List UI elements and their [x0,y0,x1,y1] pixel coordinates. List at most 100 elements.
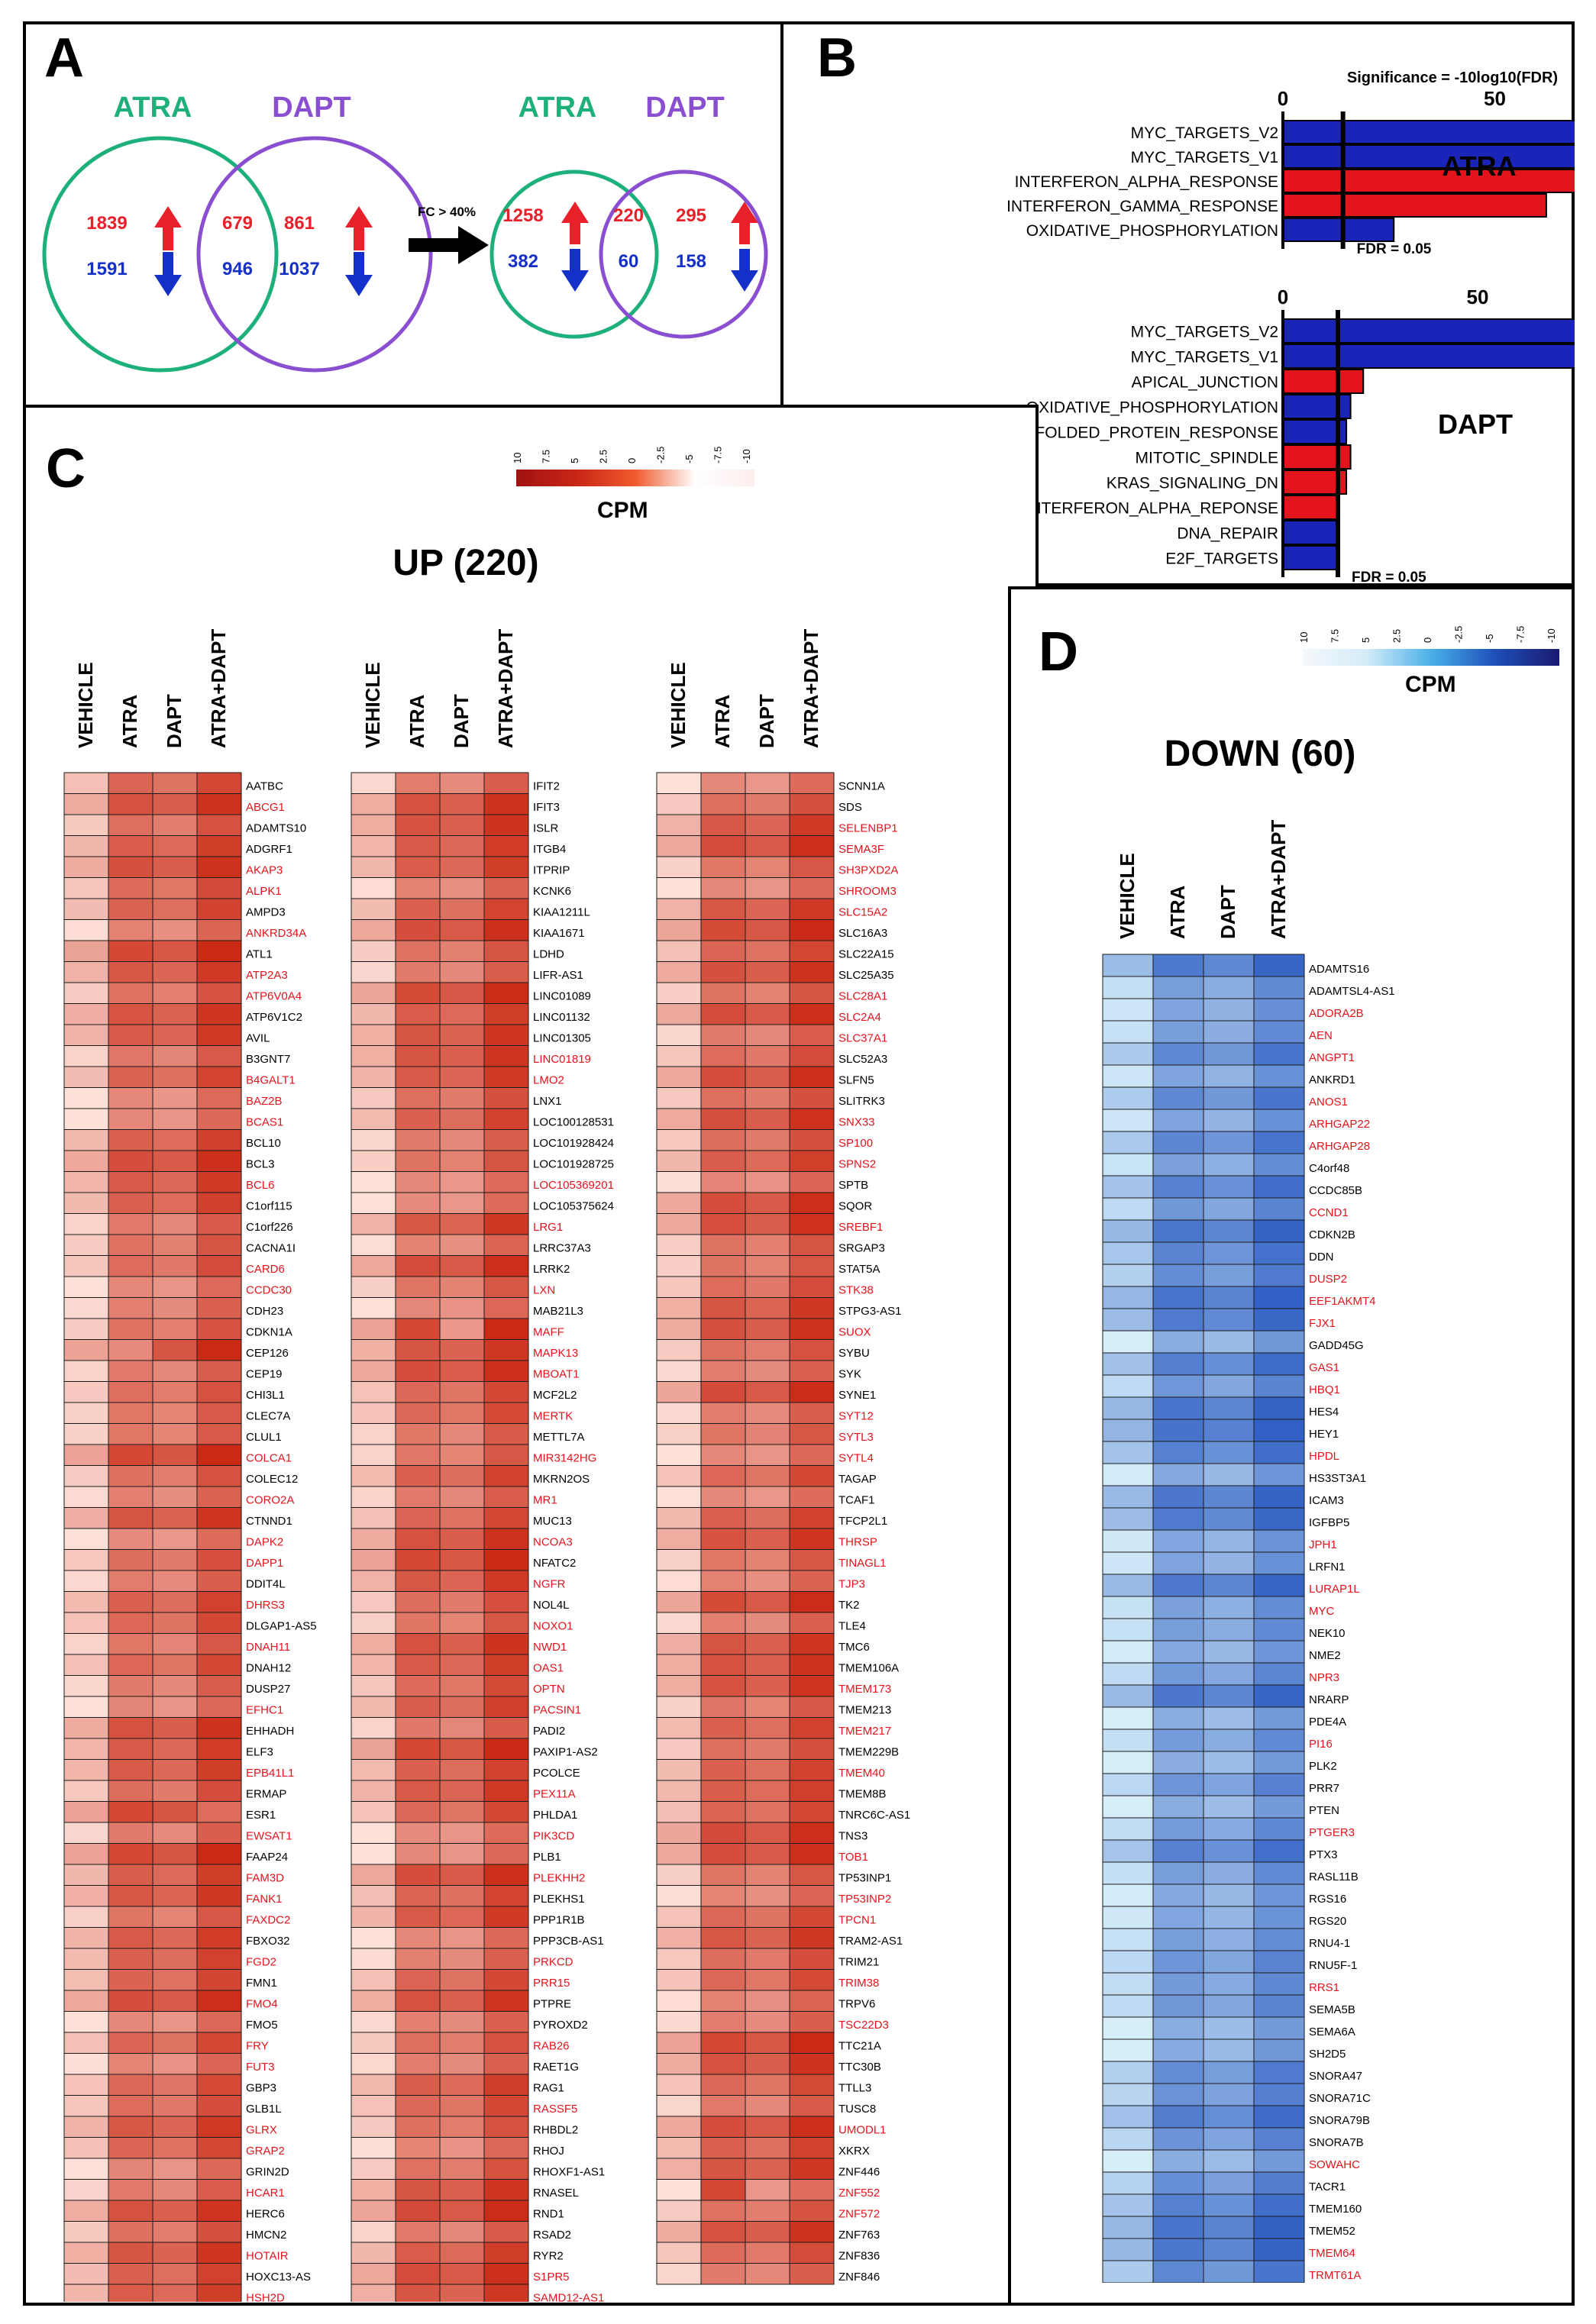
heatmap-cell [789,1822,835,1844]
gene-label: ANKRD34A [246,927,306,940]
category-label: MYC_TARGETS_V1 [1131,149,1278,166]
gene-label: ERMAP [246,1788,286,1801]
heatmap-cell [439,1675,485,1697]
heatmap-cell [789,1864,835,1886]
heatmap-cell [700,1486,746,1508]
gene-label: FAAP24 [246,1851,288,1864]
heatmap-cell [483,1360,529,1382]
gene-label: PPP3CB-AS1 [533,1935,604,1948]
heatmap-cell [700,2011,746,2033]
heatmap-cell [351,877,396,899]
heatmap-cell [351,1633,396,1655]
gene-label: TNRC6C-AS1 [838,1809,910,1822]
heatmap-cell [395,1465,441,1487]
heatmap-cell [483,898,529,920]
heatmap-cell [395,1444,441,1466]
heatmap-cell [196,2095,242,2117]
gene-label: TK2 [838,1599,860,1612]
heatmap-cell [656,835,702,857]
heatmap-cell [395,982,441,1004]
heatmap-cell [439,1990,485,2012]
heatmap-cell [1253,1773,1305,1796]
heatmap-cell [656,856,702,878]
gene-label: FJX1 [1309,1317,1336,1330]
gene-label: CCND1 [1309,1206,1349,1219]
heatmap-cell [108,1990,153,2012]
legend-tick: -7.5 [712,447,724,463]
heatmap-cell [1203,1817,1255,1841]
heatmap-cell [483,1612,529,1634]
heatmap-cell [789,1360,835,1382]
heatmap-cell [395,1591,441,1613]
heatmap-cell [483,835,529,857]
heatmap-cell [152,1906,198,1928]
gene-label: DHRS3 [246,1599,285,1612]
heatmap-cell [700,1024,746,1046]
heatmap-cell [1102,2083,1154,2106]
heatmap-cell [1203,1286,1255,1309]
heatmap-cell [108,2074,153,2096]
heatmap-cell [395,1633,441,1655]
heatmap-cell [395,1696,441,1718]
heatmap-cell [656,1108,702,1130]
heatmap-cell [395,1528,441,1550]
heatmap-cell [395,1318,441,1340]
gene-label: TRPV6 [838,1998,875,2011]
heatmap-cell [395,1024,441,1046]
category-label: MITOTIC_SPINDLE [1136,450,1278,467]
heatmap-cell [351,1864,396,1886]
heatmap-cell [63,1297,109,1319]
heatmap-cell [656,1234,702,1256]
heatmap-cell [1203,998,1255,1022]
gene-label: FANK1 [246,1893,283,1906]
heatmap-cell [63,1591,109,1613]
heatmap-cell [1253,2193,1305,2217]
gene-label: NME2 [1309,1649,1341,1662]
heatmap-cell [700,982,746,1004]
heatmap-cell [656,2053,702,2075]
heatmap-cell [1102,1640,1154,1664]
heatmap-cell [108,1045,153,1067]
heatmap-cell [351,1549,396,1571]
heatmap-cell [439,2074,485,2096]
heatmap-cell [1152,1153,1204,1177]
heatmap-cell [351,1171,396,1193]
heatmap-cell [483,1696,529,1718]
legend-tick: 5 [1360,637,1371,643]
heatmap-cell [1102,1529,1154,1553]
heatmap-cell [63,1087,109,1109]
heatmap-cell [152,1549,198,1571]
heatmap-cell [745,793,790,815]
gene-label: TP53INP2 [838,1893,891,1906]
gene-label: SELENBP1 [838,822,898,835]
heatmap-cell [745,877,790,899]
heatmap-cell [395,1486,441,1508]
gene-label: COLEC12 [246,1473,298,1486]
heatmap-cell [656,1486,702,1508]
heatmap-cell [789,877,835,899]
heatmap-cell [1152,1286,1204,1309]
heatmap-cell [439,1318,485,1340]
heatmap-cell [63,1024,109,1046]
gene-label: PADI2 [533,1725,565,1738]
heatmap-cell [1102,1330,1154,1354]
heatmap-cell [395,1213,441,1235]
gene-label: SH2D5 [1309,2048,1346,2061]
gene-label: LOC101928424 [533,1137,614,1150]
panel-b-label: B [817,27,857,89]
heatmap-cell [656,961,702,983]
heatmap-cell [439,1213,485,1235]
heatmap-cell [63,1906,109,1928]
heatmap-cell [108,2284,153,2302]
heatmap-cell [351,1843,396,1865]
gene-label: FMN1 [246,1977,277,1990]
heatmap-cell [395,2263,441,2285]
gene-label: ARHGAP28 [1309,1140,1370,1153]
heatmap-cell [395,1675,441,1697]
gene-label: MAB21L3 [533,1305,583,1318]
heatmap-cell [700,898,746,920]
heatmap-cell [656,1717,702,1739]
heatmap-cell [656,1066,702,1088]
heatmap-cell [152,1003,198,1025]
heatmap-cell [789,1087,835,1109]
